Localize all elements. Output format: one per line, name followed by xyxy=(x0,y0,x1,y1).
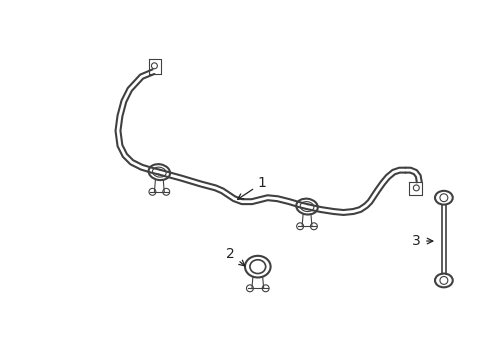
Text: 3: 3 xyxy=(411,234,432,248)
Text: 1: 1 xyxy=(237,176,266,199)
Text: 2: 2 xyxy=(226,247,244,266)
